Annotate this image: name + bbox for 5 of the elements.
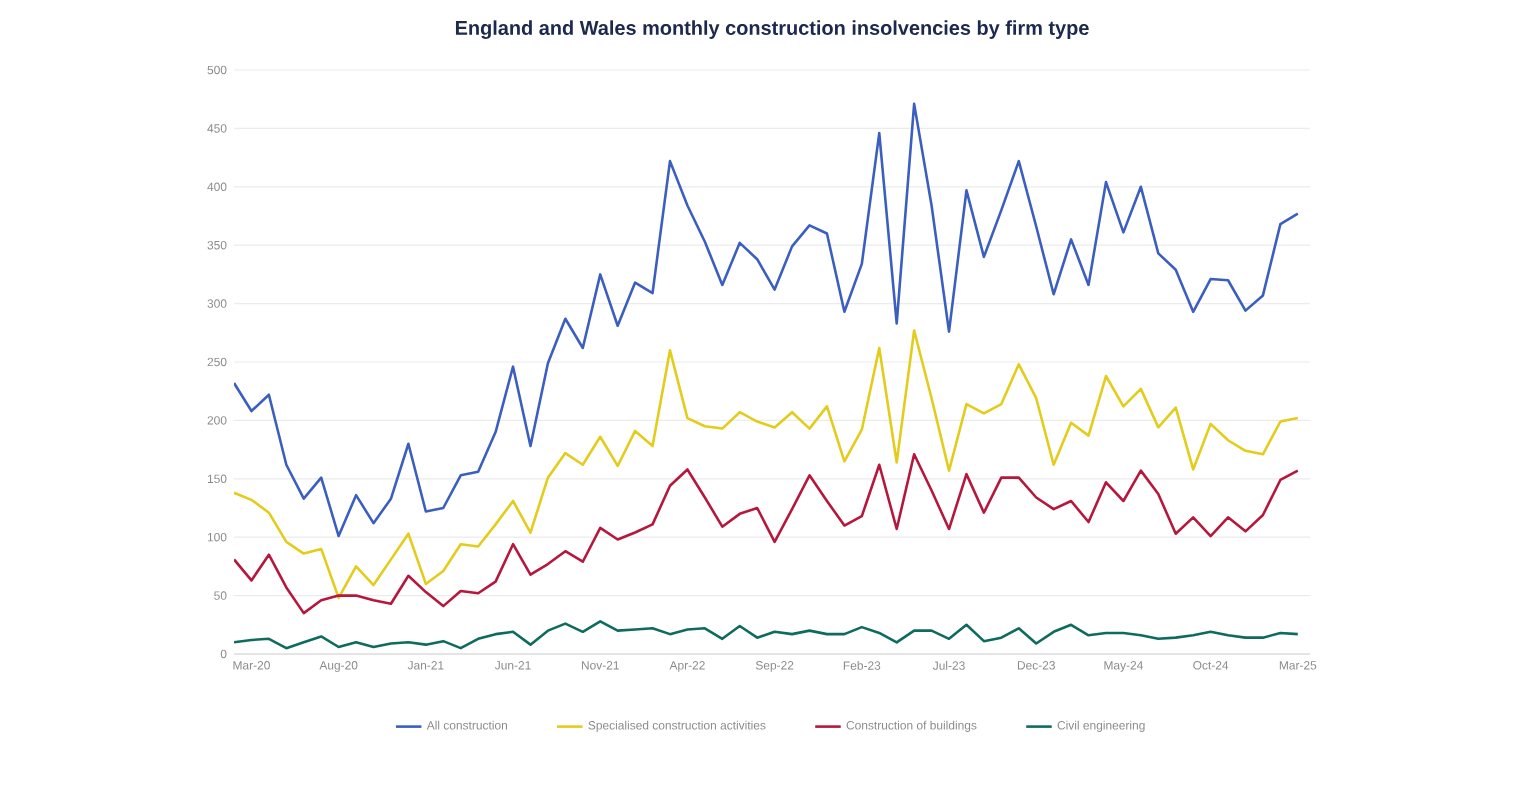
chart-title: England and Wales monthly construction insolvencies by firm type: [455, 20, 1089, 39]
line-series: [234, 620, 1300, 650]
line-series: [234, 102, 1300, 538]
line-series: [234, 329, 1300, 600]
line-series: [234, 452, 1300, 615]
